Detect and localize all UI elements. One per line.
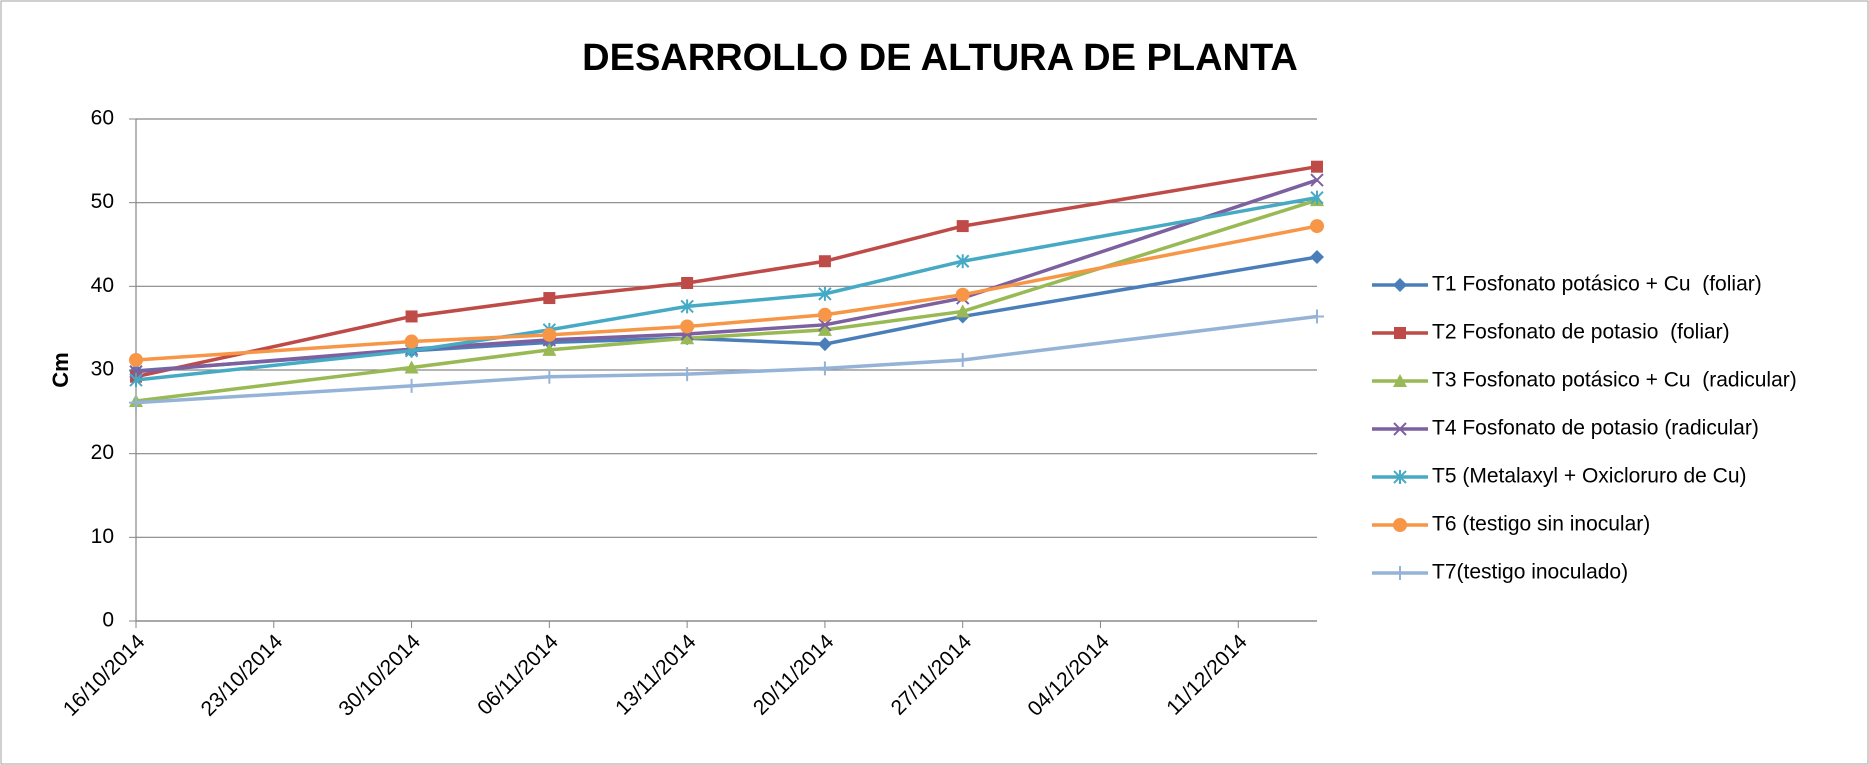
legend-marker xyxy=(1393,470,1407,484)
data-point xyxy=(129,373,143,388)
data-point xyxy=(680,299,694,314)
legend-label: T4 Fosfonato de potasio (radicular) xyxy=(1432,417,1759,440)
data-point xyxy=(129,395,143,410)
data-point xyxy=(955,352,970,367)
data-point xyxy=(680,331,695,345)
data-point xyxy=(817,307,832,322)
data-point xyxy=(955,287,970,302)
legend-marker xyxy=(1393,422,1407,436)
data-point xyxy=(129,352,143,367)
data-point xyxy=(1310,219,1324,234)
data-point xyxy=(818,318,832,332)
legend-label: T2 Fosfonato de potasio (foliar) xyxy=(1432,321,1730,344)
legend-marker xyxy=(1394,327,1406,339)
data-point xyxy=(1310,309,1324,324)
y-tick-label: 10 xyxy=(91,525,114,548)
data-point xyxy=(542,327,557,342)
data-point xyxy=(680,319,695,334)
legend-label: T7(testigo inoculado) xyxy=(1432,561,1628,584)
y-tick-label: 50 xyxy=(91,190,114,213)
y-tick-label: 20 xyxy=(91,441,114,464)
legend-marker xyxy=(1393,374,1407,387)
legend-label: T6 (testigo sin inocular) xyxy=(1432,513,1650,536)
data-point xyxy=(1310,173,1324,187)
legend-label: T5 (Metalaxyl + Oxicloruro de Cu) xyxy=(1432,465,1747,488)
data-point xyxy=(818,255,831,268)
data-point xyxy=(817,337,832,352)
data-point xyxy=(818,286,832,301)
data-point xyxy=(542,342,557,356)
y-tick-label: 40 xyxy=(91,274,114,297)
legend-marker xyxy=(1393,566,1407,580)
data-point xyxy=(1310,190,1324,205)
data-point xyxy=(955,254,970,269)
y-tick-label: 30 xyxy=(91,358,114,381)
data-point xyxy=(404,334,419,349)
data-point xyxy=(404,378,419,393)
y-tick-label: 60 xyxy=(91,107,114,130)
data-point xyxy=(404,360,419,374)
data-point xyxy=(1311,160,1323,173)
legend-label: T3 Fosfonato potásico + Cu (radicular) xyxy=(1432,369,1797,392)
data-point xyxy=(817,322,832,336)
data-point xyxy=(956,220,969,233)
data-point xyxy=(955,304,970,318)
data-point xyxy=(681,276,694,289)
legend-marker xyxy=(1393,518,1407,532)
y-axis-label: Cm xyxy=(48,352,73,387)
data-point xyxy=(817,361,832,376)
data-point xyxy=(542,369,557,384)
data-point xyxy=(543,292,556,305)
legend-marker xyxy=(1393,278,1407,292)
legend-label: T1 Fosfonato potásico + Cu (foliar) xyxy=(1432,273,1762,296)
data-point xyxy=(1310,250,1324,265)
data-point xyxy=(680,367,695,382)
data-point xyxy=(405,310,418,323)
chart-title: DESARROLLO DE ALTURA DE PLANTA xyxy=(582,37,1298,79)
y-tick-label: 0 xyxy=(102,609,114,632)
